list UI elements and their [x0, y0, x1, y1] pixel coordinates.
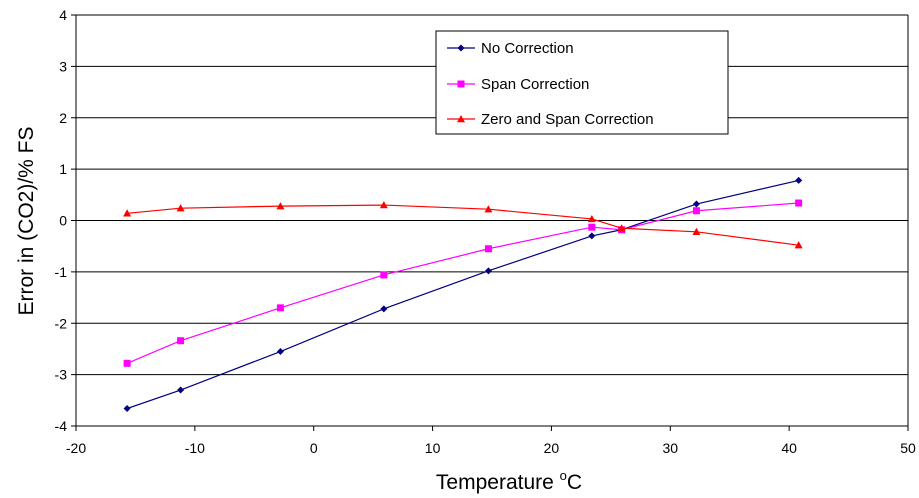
legend-items: No Correction Span Correction Zero and Spa… [447, 40, 654, 128]
data-point [177, 337, 185, 345]
data-point [123, 405, 131, 413]
legend-marker [457, 115, 465, 123]
data-point [795, 199, 803, 207]
legend-label: Span Correction [481, 76, 589, 93]
axes [71, 14, 909, 431]
data-point [123, 359, 131, 367]
x-tick-label: 40 [781, 440, 797, 456]
series-group [123, 176, 803, 413]
series-3 [123, 201, 803, 249]
gridlines [76, 14, 908, 427]
data-point [484, 245, 492, 253]
y-tick-label: -2 [55, 315, 68, 331]
y-tick-label: 2 [59, 110, 67, 126]
data-point [176, 204, 185, 212]
degree-superscript: o [560, 468, 567, 483]
y-tick-label: -4 [55, 418, 68, 434]
data-point [484, 205, 493, 213]
x-tick-label: 20 [544, 440, 560, 456]
data-point [276, 304, 284, 312]
data-point [617, 224, 626, 232]
y-tick-label: 1 [59, 161, 67, 177]
data-point [692, 200, 700, 208]
data-point [692, 207, 700, 215]
legend-item: No Correction [447, 40, 574, 57]
data-point [692, 227, 701, 236]
x-axis-title: Temperature oC [436, 468, 582, 494]
data-point [794, 241, 803, 249]
y-tick-label: -3 [55, 367, 68, 383]
data-point [379, 201, 388, 209]
legend-marker [457, 80, 465, 88]
x-tick-label: 0 [310, 440, 318, 456]
y-tick-label: 4 [59, 7, 67, 23]
data-point [380, 271, 388, 279]
legend-marker [457, 44, 465, 52]
x-tick-label: 50 [900, 440, 916, 456]
y-tick-labels: -4 -3 -2 -1 0 1 2 3 4 [55, 7, 68, 434]
data-point [276, 348, 284, 356]
data-point [380, 305, 388, 313]
legend-item: Span Correction [447, 76, 589, 93]
data-point [588, 232, 596, 240]
x-tick-label: 10 [425, 440, 441, 456]
data-point [123, 209, 132, 217]
data-point [276, 202, 285, 210]
legend-box [435, 30, 729, 135]
legend: No Correction Span Correction Zero and Spa… [435, 30, 729, 135]
legend-label: Zero and Span Correction [481, 111, 654, 128]
x-tick-label: -20 [66, 440, 86, 456]
legend-item: Zero and Span Correction [447, 111, 654, 128]
data-point [588, 223, 596, 231]
y-tick-label: 3 [59, 58, 67, 74]
x-tick-labels: -20 -10 0 10 20 30 40 50 [66, 440, 916, 456]
x-tick-label: -10 [185, 440, 205, 456]
y-tick-label: 0 [59, 213, 67, 229]
series-1 [123, 176, 803, 413]
series-2 [123, 199, 803, 367]
x-axis-unit: C [567, 471, 582, 494]
data-point [795, 176, 803, 184]
data-point [484, 267, 492, 275]
data-point [587, 214, 596, 223]
x-tick-label: 30 [662, 440, 678, 456]
y-tick-label: -1 [55, 264, 68, 280]
y-axis-title: Error in (CO2)/% FS [15, 126, 38, 315]
data-point [177, 386, 185, 394]
legend-label: No Correction [481, 40, 574, 57]
